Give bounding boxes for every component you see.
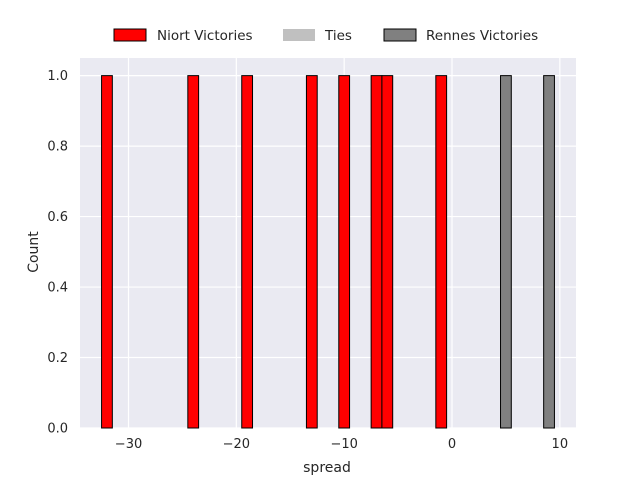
x-tick-label: 0 (448, 437, 456, 452)
bar-niort-victories (241, 75, 254, 429)
legend-label-rennes-victories: Rennes Victories (426, 28, 538, 44)
x-axis-ticks: −30 −20 −10 0 10 (115, 437, 568, 452)
bar-rennes-victories (543, 75, 555, 429)
bar-niort-victories (101, 75, 113, 429)
legend-label-niort-victories: Niort Victories (157, 28, 253, 44)
legend-swatch-ties (283, 29, 315, 41)
y-tick-label: 1.0 (47, 69, 68, 84)
bar-niort-victories (305, 75, 318, 429)
bar-niort-victories (338, 75, 351, 429)
y-tick-label: 0.0 (47, 422, 68, 437)
bar-rennes-victories (500, 75, 512, 429)
bar-niort-victories (370, 75, 383, 429)
legend-label-ties: Ties (324, 28, 352, 44)
plot-background (80, 58, 576, 428)
x-tick-label: −20 (223, 437, 250, 452)
x-tick-label: 10 (552, 437, 569, 452)
y-tick-label: 0.2 (47, 351, 68, 366)
x-tick-label: −10 (330, 437, 357, 452)
bar-niort-victories (381, 75, 394, 429)
x-tick-label: −30 (115, 437, 142, 452)
bar-niort-victories (435, 75, 448, 429)
y-tick-label: 0.6 (47, 210, 68, 225)
y-tick-label: 0.4 (47, 281, 68, 296)
legend: Niort Victories Ties Rennes Victories (113, 28, 538, 44)
bars (101, 75, 555, 429)
x-axis-label: spread (303, 460, 351, 476)
y-axis-label: Count (26, 231, 42, 273)
y-axis-ticks: 0.0 0.2 0.4 0.6 0.8 1.0 (47, 69, 68, 436)
bar-niort-victories (187, 75, 200, 429)
legend-swatch-rennes-victories (383, 28, 417, 42)
y-tick-label: 0.8 (47, 140, 68, 155)
legend-swatch-niort-victories (113, 28, 147, 42)
